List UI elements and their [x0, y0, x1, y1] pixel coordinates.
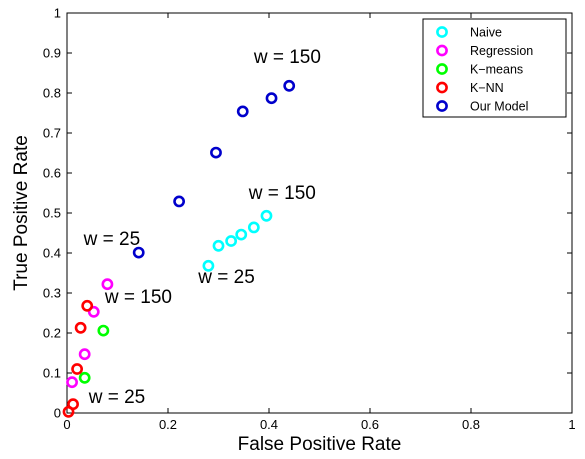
data-point	[97, 324, 110, 337]
data-point	[71, 363, 83, 375]
data-point	[132, 246, 145, 259]
legend-marker	[436, 26, 448, 38]
x-tick-label: 0.2	[159, 417, 177, 432]
legend-label: K−NN	[470, 81, 504, 95]
data-point	[265, 92, 278, 105]
annotation-label: w = 25	[197, 267, 255, 288]
data-point	[260, 209, 273, 222]
legend-marker	[436, 44, 448, 57]
y-tick-label: 0.9	[43, 46, 61, 61]
data-point	[101, 278, 114, 291]
data-point	[283, 79, 296, 92]
legend-marker	[436, 63, 448, 75]
legend-marker	[436, 100, 448, 112]
y-tick-label: 0.7	[43, 126, 61, 141]
y-tick-label: 0.3	[43, 286, 61, 301]
y-tick-label: 0.1	[43, 366, 61, 381]
x-tick-label: 0.8	[462, 417, 480, 432]
data-point	[210, 146, 222, 159]
data-point	[78, 348, 91, 361]
legend: Naive Regression K−means K−NN Our Model	[422, 18, 567, 118]
y-tick-label: 0	[54, 406, 61, 421]
data-point	[202, 259, 215, 272]
x-tick-label: 0.4	[260, 417, 278, 432]
data-point	[235, 228, 248, 241]
legend-label: K−means	[470, 63, 523, 77]
annotations: w = 150 w = 150 w = 25 w = 25 w = 150 w = 25	[83, 47, 321, 408]
x-axis-label: False Positive Rate	[238, 434, 402, 455]
data-point	[173, 195, 186, 208]
data-point	[66, 376, 78, 389]
legend-label: Our Model	[470, 100, 528, 114]
data-point	[225, 235, 238, 247]
annotation-label: w = 25	[83, 229, 141, 250]
tick-labels: 0 0.2 0.4 0.6 0.8 1 0 0.1 0.2 0.3 0.4 0.5 0.6 0.7 0.8 0…	[43, 6, 576, 433]
annotation-label: w = 150	[248, 183, 316, 204]
x-tick-label: 0	[63, 417, 70, 432]
annotation-label: w = 25	[88, 387, 146, 408]
data-point	[78, 371, 91, 384]
data-point	[67, 398, 79, 411]
annotation-label: w = 150	[104, 287, 172, 308]
legend-marker	[436, 81, 448, 94]
data-point	[74, 321, 87, 334]
data-point	[212, 239, 225, 252]
y-axis-label: True Positive Rate	[11, 135, 32, 291]
legend-label: Regression	[470, 44, 533, 58]
legend-label: Naive	[470, 26, 502, 40]
y-tick-label: 0.6	[43, 166, 61, 181]
data-point	[81, 299, 94, 312]
data-point	[236, 105, 249, 118]
annotation-label: w = 150	[253, 47, 321, 68]
y-tick-label: 1	[54, 6, 61, 21]
y-tick-label: 0.4	[43, 246, 61, 261]
y-tick-label: 0.5	[43, 206, 61, 221]
y-tick-label: 0.8	[43, 86, 61, 101]
data-point	[87, 305, 100, 318]
x-tick-label: 0.6	[361, 417, 379, 432]
axis-ticks	[66, 12, 573, 414]
data-point	[247, 221, 260, 234]
x-tick-label: 1	[568, 417, 575, 432]
y-tick-label: 0.2	[43, 326, 61, 341]
data-markers	[62, 79, 296, 418]
